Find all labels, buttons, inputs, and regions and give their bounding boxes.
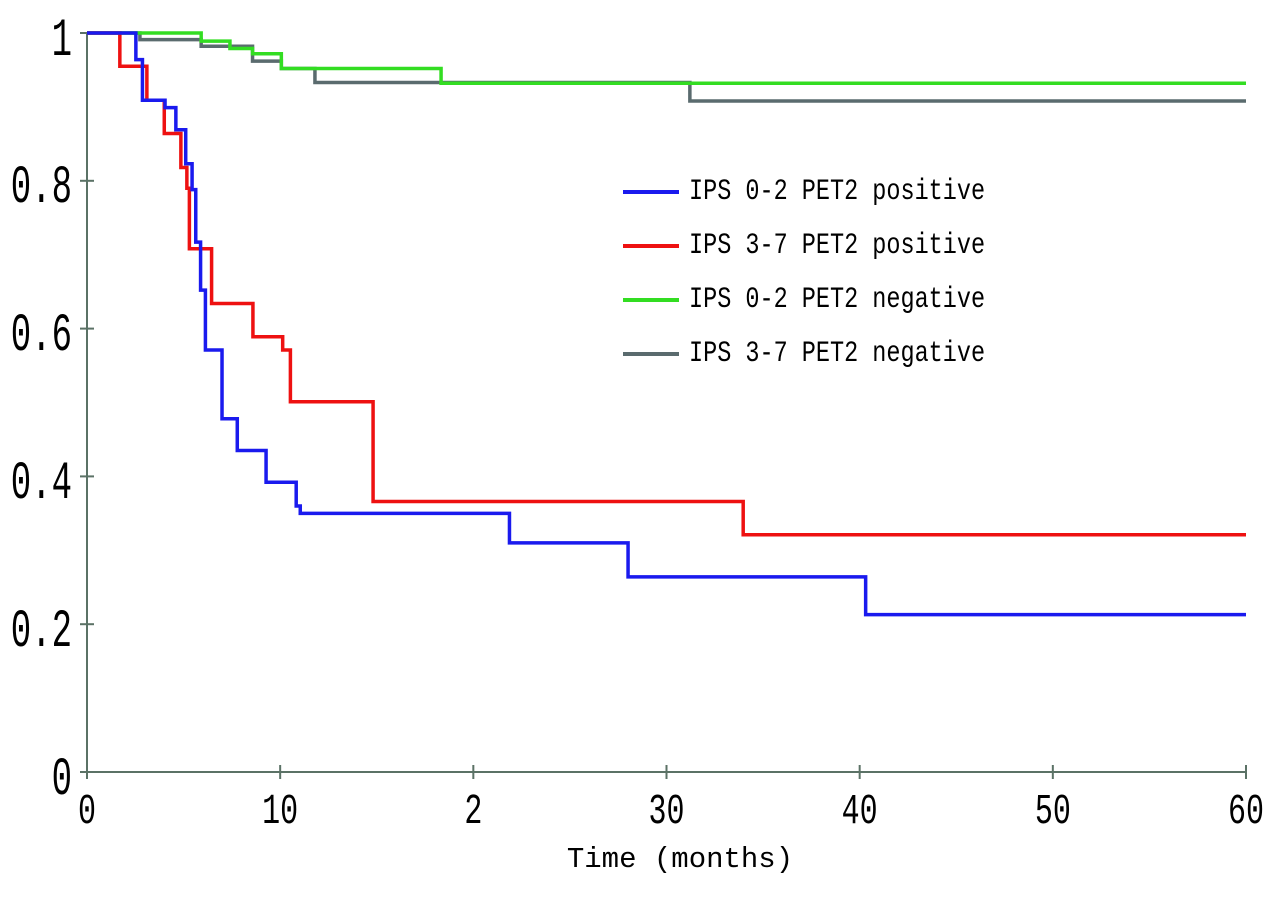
svg-text:0: 0: [78, 788, 96, 836]
svg-text:0.2: 0.2: [11, 603, 72, 663]
svg-text:IPS 0-2 PET2 positive: IPS 0-2 PET2 positive: [689, 175, 985, 208]
svg-text:0: 0: [52, 751, 72, 811]
svg-text:1: 1: [52, 12, 72, 72]
svg-text:IPS 3-7 PET2 positive: IPS 3-7 PET2 positive: [689, 229, 985, 262]
svg-text:0.4: 0.4: [11, 455, 72, 515]
svg-text:30: 30: [649, 788, 685, 836]
svg-text:IPS 3-7 PET2 negative: IPS 3-7 PET2 negative: [689, 337, 985, 370]
svg-text:10: 10: [262, 788, 298, 836]
svg-text:2: 2: [464, 788, 482, 836]
svg-text:0.6: 0.6: [11, 307, 72, 367]
svg-text:50: 50: [1035, 788, 1071, 836]
svg-text:60: 60: [1228, 788, 1264, 836]
svg-text:IPS 0-2 PET2 negative: IPS 0-2 PET2 negative: [689, 283, 985, 316]
svg-text:40: 40: [842, 788, 878, 836]
svg-text:Time (months): Time (months): [567, 843, 793, 876]
svg-text:0.8: 0.8: [11, 159, 72, 219]
